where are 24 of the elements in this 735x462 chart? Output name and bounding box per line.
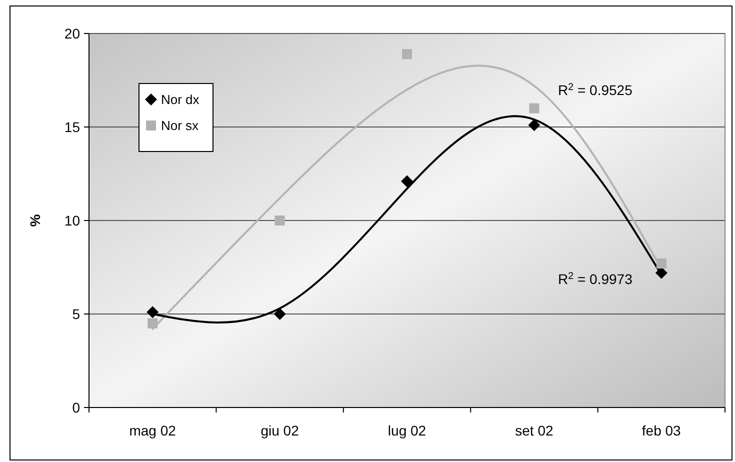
x-tick-label: lug 02 [388, 422, 426, 438]
y-tick-label: 10 [64, 212, 80, 228]
point [528, 119, 540, 132]
y-tick-label: 5 [72, 306, 80, 322]
y-axis-title: % [27, 214, 43, 227]
point [274, 216, 285, 226]
point [401, 175, 413, 188]
legend-label: Nor dx [161, 92, 200, 108]
x-tick-label: feb 03 [642, 422, 682, 438]
y-tick-label: 0 [72, 399, 80, 416]
legend-label: Nor sx [161, 118, 200, 134]
point [148, 318, 158, 328]
point [274, 308, 286, 320]
x-tick-label: mag 02 [129, 422, 176, 438]
annotation: R$^{2}$ = 0.9973 [558, 270, 633, 287]
point [146, 306, 159, 318]
y-tick-label: 20 [64, 25, 80, 42]
y-tick-label: 15 [64, 118, 80, 135]
point [402, 49, 412, 60]
point [656, 258, 666, 269]
x-tick-label: giu 02 [260, 422, 300, 438]
x-tick-label: set 02 [515, 422, 554, 438]
point [529, 103, 540, 114]
annotation: R$^{2}$ = 0.9525 [558, 81, 633, 98]
